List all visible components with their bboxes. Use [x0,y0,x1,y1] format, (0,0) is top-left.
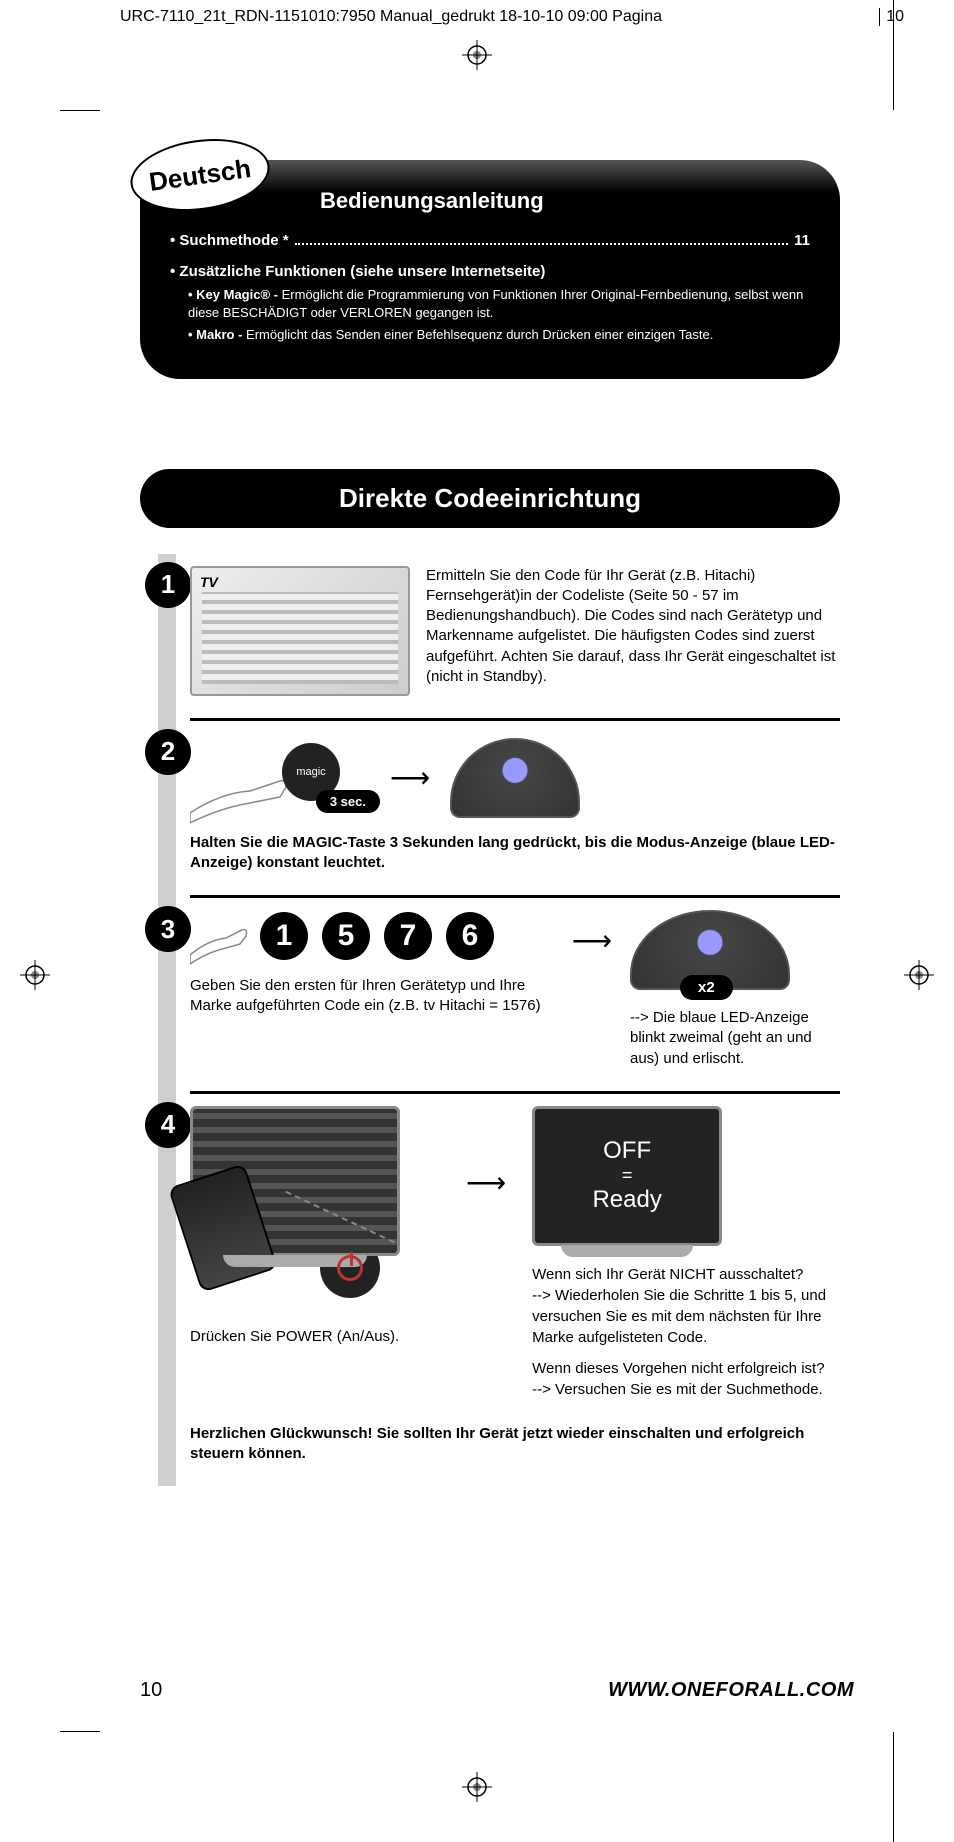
toc-label: • Suchmethode * [170,232,289,249]
crop-mark [893,1732,894,1842]
code-digits: 1 5 7 6 [260,912,494,960]
registration-mark-icon [462,1772,492,1802]
step-1: 1 Ermitteln Sie den Code für Ihr Gerät (… [190,554,840,718]
crop-mark [60,1731,100,1732]
makro-item: • Makro - Ermöglicht das Senden einer Be… [188,326,810,344]
page-number: 10 [140,1679,162,1702]
arrow-icon: ⟶ [466,1166,506,1199]
makro-text: Ermöglicht das Senden einer Befehlsequen… [246,327,713,342]
registration-mark-icon [904,960,934,990]
hand-icon [190,910,250,970]
step-number: 3 [145,906,191,952]
step-4-p2: Wenn dieses Vorgehen nicht erfolgreich i… [532,1358,840,1400]
makro-label: • Makro - [188,327,242,342]
keymagic-label: • Key Magic® - [188,287,278,302]
remote-blink-illustration: x2 [630,910,790,990]
print-header-right: 10 [879,8,904,26]
page-footer: 10 WWW.ONEFORALL.COM [140,1679,854,1702]
step-3: 3 1 5 7 6 [190,895,840,1091]
footer-url: WWW.ONEFORALL.COM [608,1679,854,1702]
keymagic-text: Ermöglicht die Programmierung von Funkti… [188,287,803,320]
step-4-caption: Drücken Sie POWER (An/Aus). [190,1328,440,1345]
digit: 6 [446,912,494,960]
codebook-illustration [190,566,410,696]
toc-line: • Suchmethode * 11 [170,232,810,249]
language-badge: Deutsch [126,131,274,220]
step-1-text: Ermitteln Sie den Code für Ihr Gerät (z.… [426,566,840,696]
steps-container: 1 Ermitteln Sie den Code für Ihr Gerät (… [140,554,840,1487]
step-number: 2 [145,729,191,775]
remote-led-illustration [450,738,580,818]
intro-box: Deutsch Bedienungsanleitung • Suchmethod… [140,160,840,379]
step-4-right-text: Wenn sich Ihr Gerät NICHT ausschaltet? -… [532,1264,840,1400]
print-header: URC-7110_21t_RDN-1151010:7950 Manual_ged… [120,8,904,26]
manual-page: URC-7110_21t_RDN-1151010:7950 Manual_ged… [0,0,954,1842]
crop-mark [60,110,100,111]
print-header-left: URC-7110_21t_RDN-1151010:7950 Manual_ged… [120,8,662,26]
toc-dots [295,232,789,245]
step-3-right-text: --> Die blaue LED-Anzeige blinkt zweimal… [630,1008,840,1069]
section-title: Direkte Codeeinrichtung [140,469,840,528]
duration-label: 3 sec. [316,790,380,813]
page-content: Deutsch Bedienungsanleitung • Suchmethod… [140,160,840,1486]
step-4-p1: Wenn sich Ihr Gerät NICHT ausschaltet? -… [532,1264,840,1348]
extra-functions-heading: • Zusätzliche Funktionen (siehe unsere I… [170,263,810,280]
registration-mark-icon [462,40,492,70]
keymagic-item: • Key Magic® - Ermöglicht die Programmie… [188,286,810,322]
arrow-icon: ⟶ [572,924,612,957]
arrow-icon: ⟶ [390,761,430,794]
tv-on-illustration [190,1106,400,1256]
digit: 7 [384,912,432,960]
steps-vertical-bar [158,554,176,1487]
final-congrats-text: Herzlichen Glückwunsch! Sie sollten Ihr … [190,1424,840,1465]
digit: 5 [322,912,370,960]
remote-in-hand-icon [168,1163,278,1292]
step-number: 1 [145,562,191,608]
step-number: 4 [145,1102,191,1148]
step-4: 4 Drücken Sie POWER (An/Aus). ⟶ OFF [190,1091,840,1487]
crop-mark [893,0,894,110]
intro-title: Bedienungsanleitung [320,188,810,214]
tv-off-text: Ready [592,1186,661,1214]
registration-mark-icon [20,960,50,990]
tv-off-text: OFF [603,1137,651,1165]
step-2-text: Halten Sie die MAGIC-Taste 3 Sekunden la… [190,833,840,874]
step-2: 2 magic 3 sec. ⟶ Halten Sie die MAGIC-Ta… [190,718,840,896]
toc-page: 11 [794,232,810,249]
tv-off-text: = [622,1165,633,1186]
step-3-left-text: Geben Sie den ersten für Ihren Gerätetyp… [190,976,554,1017]
tv-off-illustration: OFF = Ready [532,1106,722,1246]
x2-label: x2 [680,975,733,1000]
hand-press-illustration: magic 3 sec. [190,733,370,823]
digit: 1 [260,912,308,960]
